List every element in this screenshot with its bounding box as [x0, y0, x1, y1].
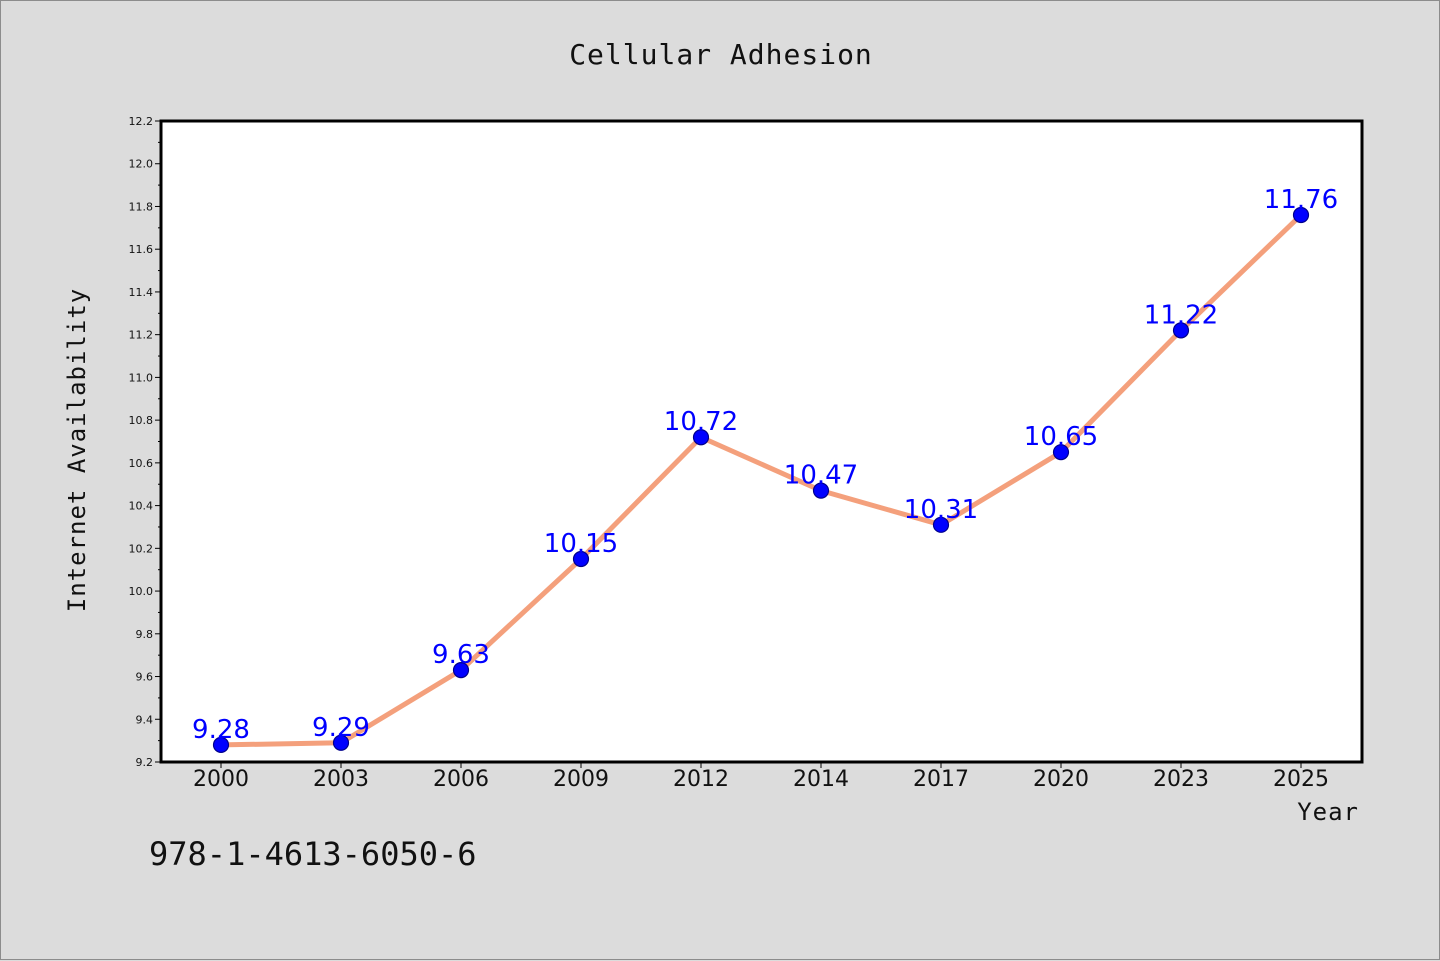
- data-point-marker: [692, 429, 710, 446]
- data-point-marker: [212, 736, 230, 754]
- data-point-label: 9.29: [312, 713, 370, 743]
- x-axis-label: Year: [1297, 798, 1359, 826]
- series-line: [220, 213, 1303, 748]
- data-point-marker: [1172, 322, 1190, 339]
- data-point-label: 10.15: [544, 529, 618, 559]
- y-tick-label: 12.0: [129, 158, 154, 171]
- y-axis-label: Internet Availability: [63, 288, 91, 612]
- x-tick-label: 2023: [1153, 767, 1209, 792]
- x-axis: 2000 2003 2006 2009 2012 2014 2017 2020 2023 2025: [193, 762, 1329, 792]
- x-tick-label: 2014: [793, 767, 849, 792]
- y-tick-label: 11.8: [129, 200, 154, 213]
- data-point-marker: [572, 550, 590, 568]
- y-tick-label: 9.6: [136, 671, 154, 684]
- data-point-label: 10.47: [784, 461, 858, 491]
- data-point-marker: [932, 516, 950, 533]
- data-point-label: 10.72: [664, 407, 738, 437]
- x-tick-label: 2012: [673, 767, 729, 792]
- x-tick-label: 2009: [553, 767, 609, 792]
- isbn-footnote: 978-1-4613-6050-6: [149, 835, 477, 873]
- y-tick-label: 10.6: [129, 457, 154, 470]
- data-point-marker: [1052, 444, 1070, 461]
- y-tick-label: 9.8: [136, 628, 154, 641]
- x-tick-label: 2006: [433, 767, 489, 792]
- y-tick-label: 10.0: [129, 585, 154, 598]
- data-point-label: 10.65: [1024, 422, 1098, 452]
- y-tick-label: 10.4: [129, 500, 154, 513]
- data-point-marker: [332, 734, 350, 751]
- y-tick-label: 9.4: [136, 713, 154, 726]
- y-tick-label: 11.0: [129, 371, 154, 384]
- data-point-label: 9.63: [432, 640, 490, 670]
- x-tick-label: 2003: [313, 767, 369, 792]
- y-axis: 9.2 9.4 9.6 9.8 10.0 10.2 10.4 10.6 10.8 11.0 11.2…: [129, 115, 161, 769]
- series-layer: [212, 206, 1310, 754]
- y-tick-label: 10.8: [129, 414, 154, 427]
- x-tick-label: 2020: [1033, 767, 1089, 792]
- data-point-label: 9.28: [192, 715, 250, 745]
- data-point-label: 11.22: [1144, 300, 1218, 330]
- y-tick-label: 12.2: [129, 115, 154, 128]
- y-tick-label: 11.2: [129, 329, 154, 342]
- y-tick-label: 11.4: [129, 286, 154, 299]
- plot-area: [159, 119, 1364, 764]
- y-tick-label: 10.2: [129, 542, 154, 555]
- data-label-layer: 9.28 9.29 9.63 10.15 10.72 10.47 10.31 10.65 11.…: [192, 185, 1338, 745]
- y-tick-label: 11.6: [129, 243, 154, 256]
- x-tick-label: 2000: [193, 767, 249, 792]
- data-point-label: 11.76: [1264, 185, 1338, 215]
- x-tick-label: 2025: [1273, 767, 1329, 792]
- data-point-label: 10.31: [904, 495, 978, 525]
- data-point-marker: [812, 482, 830, 499]
- data-point-marker: [1292, 206, 1310, 224]
- chart-title: Cellular Adhesion: [569, 38, 873, 71]
- data-point-marker: [452, 662, 470, 679]
- x-tick-label: 2017: [913, 767, 969, 792]
- y-tick-label: 9.2: [136, 756, 154, 769]
